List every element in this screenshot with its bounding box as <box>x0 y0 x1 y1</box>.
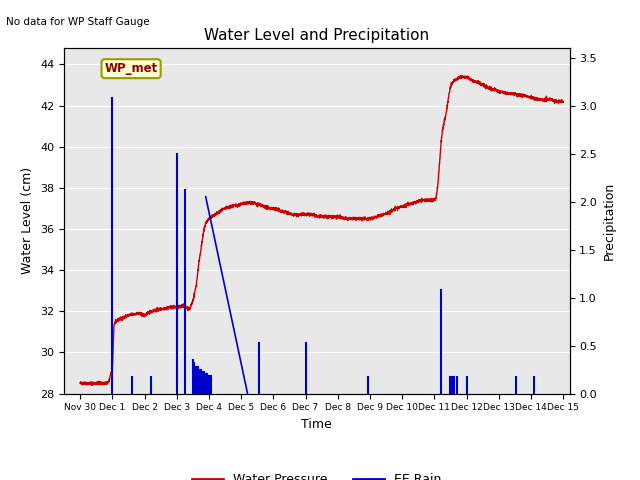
Legend: Water Pressure, EE Rain: Water Pressure, EE Rain <box>187 468 447 480</box>
Y-axis label: Water Level (cm): Water Level (cm) <box>22 167 35 275</box>
Text: WP_met: WP_met <box>104 62 157 75</box>
X-axis label: Time: Time <box>301 418 332 431</box>
Text: No data for WP Staff Gauge: No data for WP Staff Gauge <box>6 17 150 27</box>
Title: Water Level and Precipitation: Water Level and Precipitation <box>204 28 429 43</box>
Y-axis label: Precipitation: Precipitation <box>603 181 616 260</box>
